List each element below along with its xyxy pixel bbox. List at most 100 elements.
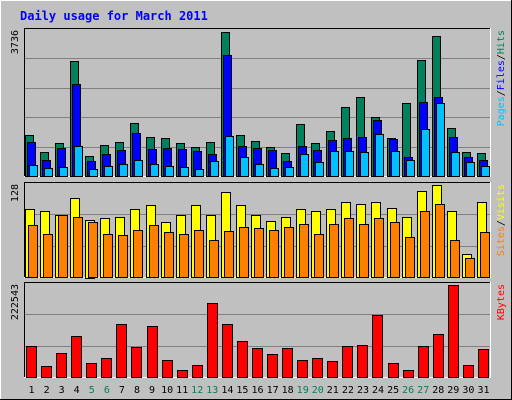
- bar-sites-day-5: [88, 222, 98, 278]
- bar-sites-day-1: [28, 225, 38, 278]
- bar-kbytes-day-14: [222, 324, 233, 378]
- bar-sites-day-21: [329, 224, 339, 278]
- legend-kbytes: KBytes: [496, 284, 507, 320]
- bar-kbytes-day-16: [252, 348, 263, 378]
- bar-pages-day-12: [195, 169, 204, 177]
- x-tick-label-day-15: 15: [236, 385, 248, 396]
- y-max-label-kbytes: 222543: [10, 284, 21, 320]
- bar-kbytes-day-19: [297, 360, 308, 378]
- x-tick-label-day-10: 10: [161, 385, 173, 396]
- bar-sites-day-24: [374, 218, 384, 278]
- x-tick-label-day-13: 13: [206, 385, 218, 396]
- bar-kbytes-day-3: [56, 353, 67, 378]
- bar-kbytes-day-22: [342, 346, 353, 378]
- bar-sites-day-30: [465, 258, 475, 278]
- legend-entry: Pages: [496, 96, 507, 126]
- bar-kbytes-day-8: [131, 347, 142, 378]
- x-tick-label-day-17: 17: [267, 385, 279, 396]
- x-tick-label-day-19: 19: [297, 385, 309, 396]
- bar-sites-day-6: [103, 234, 113, 278]
- bar-pages-day-7: [119, 164, 128, 177]
- bar-pages-day-20: [315, 162, 324, 177]
- bar-kbytes-day-23: [357, 345, 368, 378]
- x-tick-label-day-7: 7: [119, 385, 125, 396]
- bar-kbytes-day-9: [147, 326, 158, 378]
- bar-pages-day-26: [406, 160, 415, 177]
- y-max-label-visits-sites: 128: [10, 184, 21, 202]
- bar-pages-day-9: [150, 164, 159, 177]
- chart-title: Daily usage for March 2011: [20, 9, 208, 23]
- bar-sites-day-18: [284, 227, 294, 278]
- x-tick-label-day-31: 31: [477, 385, 489, 396]
- bar-pages-day-8: [134, 160, 143, 177]
- bar-sites-day-16: [254, 228, 264, 278]
- bar-sites-day-4: [73, 217, 83, 278]
- x-axis-day-labels: 1 2 3 4 5 6 7 8 9 10 11 12 13 14 15 16 17 18 19 20 21 22 23 24 2…: [28, 385, 489, 396]
- bar-sites-day-11: [179, 234, 189, 278]
- bar-sites-day-23: [359, 224, 369, 278]
- bar-sites-day-8: [133, 230, 143, 278]
- x-tick-label-day-11: 11: [176, 385, 188, 396]
- chart-panels: 3736Pages/Files/Hits128Sites/Visits22254…: [10, 28, 507, 378]
- bar-sites-day-17: [269, 230, 279, 278]
- x-tick-label-day-20: 20: [312, 385, 324, 396]
- legend-entry: Hits: [496, 30, 507, 54]
- bar-pages-day-27: [421, 129, 430, 177]
- x-tick-label-day-6: 6: [104, 385, 110, 396]
- legend-entry: /: [496, 220, 507, 226]
- x-tick-label-day-30: 30: [462, 385, 474, 396]
- x-tick-label-day-23: 23: [357, 385, 369, 396]
- bar-kbytes-day-27: [418, 346, 429, 378]
- bar-pages-day-18: [285, 167, 294, 177]
- bar-sites-day-29: [450, 240, 460, 278]
- bar-pages-day-22: [345, 151, 354, 177]
- bar-pages-day-5: [89, 169, 98, 177]
- bar-sites-day-26: [405, 237, 415, 278]
- panel-kbytes: 222543 KBytes: [10, 282, 507, 378]
- legend-entry: /: [496, 90, 507, 96]
- legend-visits-sites: Sites/Visits: [496, 184, 507, 256]
- bar-pages-day-1: [29, 165, 38, 177]
- bar-pages-day-15: [240, 157, 249, 177]
- legend-entry: Sites: [496, 226, 507, 256]
- x-tick-label-day-24: 24: [372, 385, 384, 396]
- bar-pages-day-28: [436, 103, 445, 177]
- bar-pages-day-21: [330, 151, 339, 177]
- bar-sites-day-31: [480, 232, 490, 278]
- bar-kbytes-day-12: [192, 365, 203, 378]
- x-tick-label-day-2: 2: [44, 385, 50, 396]
- x-tick-label-day-5: 5: [89, 385, 95, 396]
- bar-sites-day-2: [43, 234, 53, 278]
- bar-pages-day-30: [466, 162, 475, 177]
- bar-kbytes-day-18: [282, 348, 293, 378]
- bar-kbytes-day-24: [372, 315, 383, 378]
- x-tick-label-day-16: 16: [251, 385, 263, 396]
- x-tick-label-day-4: 4: [74, 385, 80, 396]
- bar-pages-day-19: [300, 154, 309, 177]
- bar-pages-day-25: [391, 151, 400, 177]
- bar-kbytes-day-20: [312, 358, 323, 378]
- bar-kbytes-day-6: [101, 358, 112, 378]
- bar-kbytes-day-2: [41, 366, 52, 378]
- legend-hits-files-pages: Pages/Files/Hits: [496, 30, 507, 126]
- bar-sites-day-10: [164, 232, 174, 278]
- bar-kbytes-day-5: [86, 363, 97, 378]
- bar-pages-day-17: [270, 168, 279, 177]
- x-tick-label-day-29: 29: [447, 385, 459, 396]
- bar-sites-day-20: [314, 234, 324, 278]
- bar-kbytes-day-7: [116, 324, 127, 378]
- bar-sites-day-19: [299, 224, 309, 278]
- x-tick-label-day-14: 14: [221, 385, 233, 396]
- bar-kbytes-day-26: [403, 370, 414, 378]
- y-max-label-hits-files-pages: 3736: [10, 30, 21, 54]
- legend-entry: Visits: [496, 184, 507, 220]
- bar-pages-day-14: [225, 136, 234, 177]
- x-tick-label-day-26: 26: [402, 385, 414, 396]
- bar-kbytes-day-17: [267, 354, 278, 378]
- bar-kbytes-day-21: [327, 361, 338, 378]
- x-tick-label-day-3: 3: [59, 385, 65, 396]
- bar-sites-day-3: [58, 215, 68, 278]
- bar-sites-day-15: [239, 227, 249, 278]
